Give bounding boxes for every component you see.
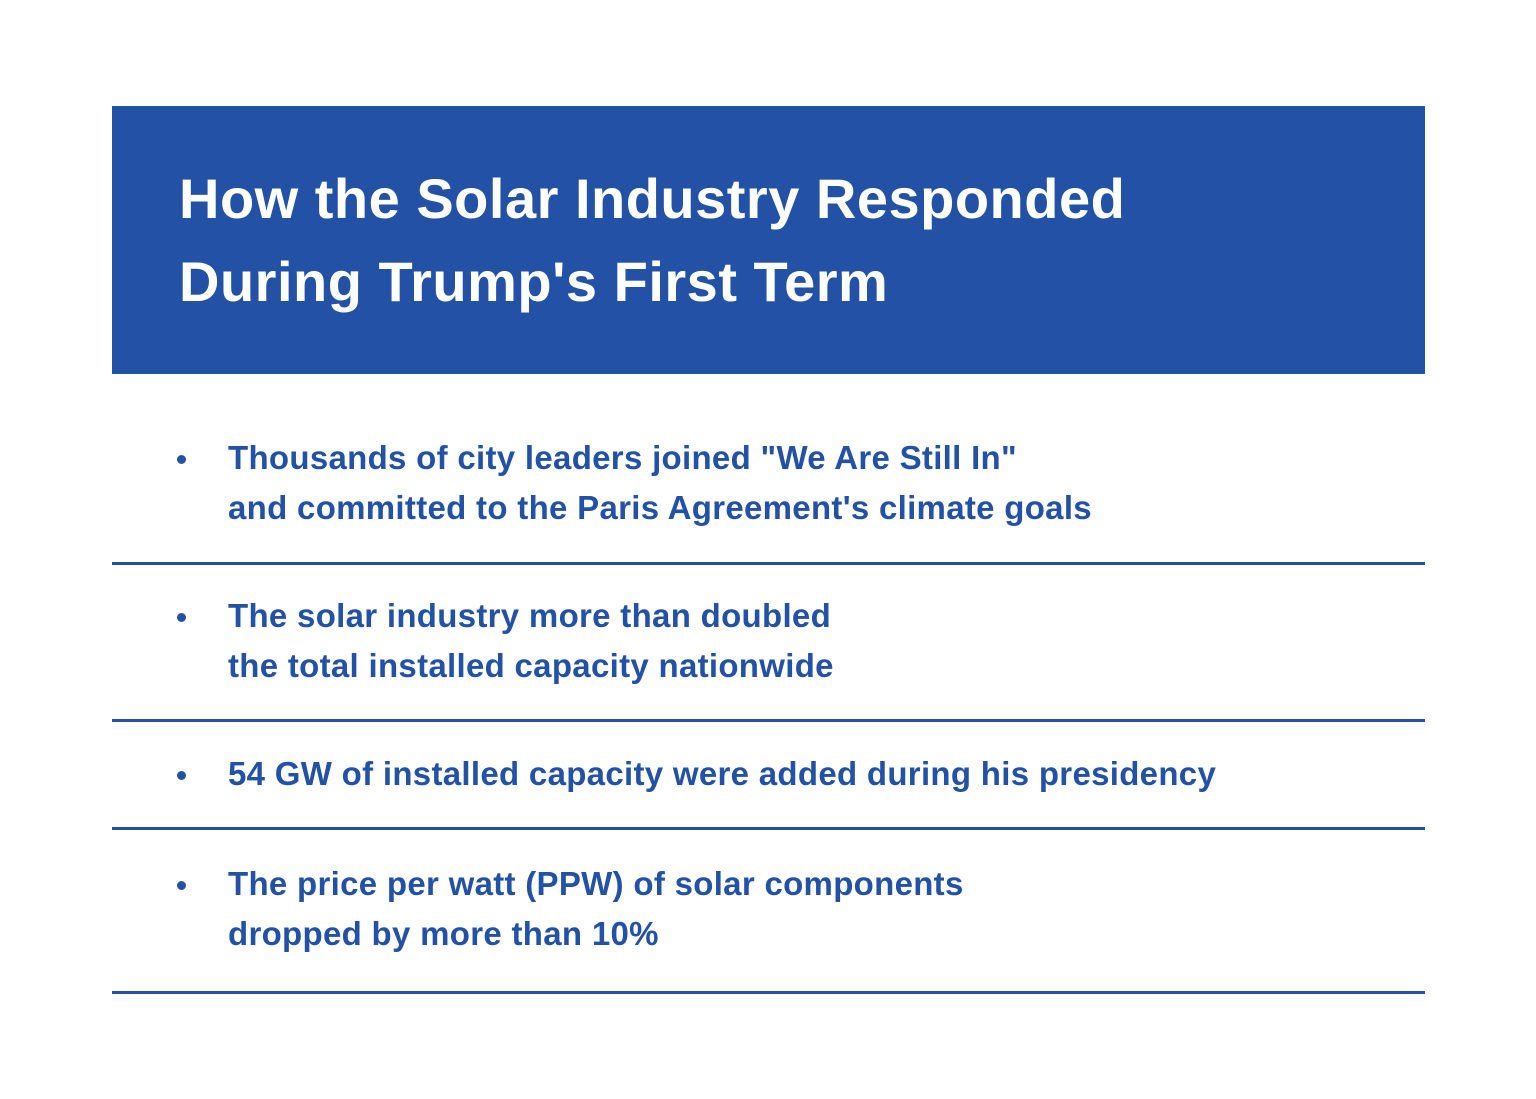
divider bbox=[112, 827, 1425, 830]
divider bbox=[112, 719, 1425, 722]
item-text-line: the total installed capacity nationwide bbox=[228, 647, 834, 684]
item-text-line: The price per watt (PPW) of solar compon… bbox=[228, 865, 964, 902]
title-banner: How the Solar Industry Responded During … bbox=[112, 106, 1425, 374]
item-text-line: 54 GW of installed capacity were added d… bbox=[228, 755, 1217, 792]
divider bbox=[112, 991, 1425, 994]
bullet-icon bbox=[177, 881, 186, 890]
bullet-icon bbox=[177, 455, 186, 464]
title-line-2: During Trump's First Term bbox=[179, 250, 889, 313]
item-text-line: dropped by more than 10% bbox=[228, 915, 659, 952]
item-text-line: and committed to the Paris Agreement's c… bbox=[228, 489, 1092, 526]
item-text-line: The solar industry more than doubled bbox=[228, 597, 832, 634]
title-line-1: How the Solar Industry Responded bbox=[179, 167, 1126, 230]
item-text-line: Thousands of city leaders joined "We Are… bbox=[228, 439, 1017, 476]
bullet-icon bbox=[177, 613, 186, 622]
divider bbox=[112, 562, 1425, 565]
bullet-icon bbox=[177, 771, 186, 780]
